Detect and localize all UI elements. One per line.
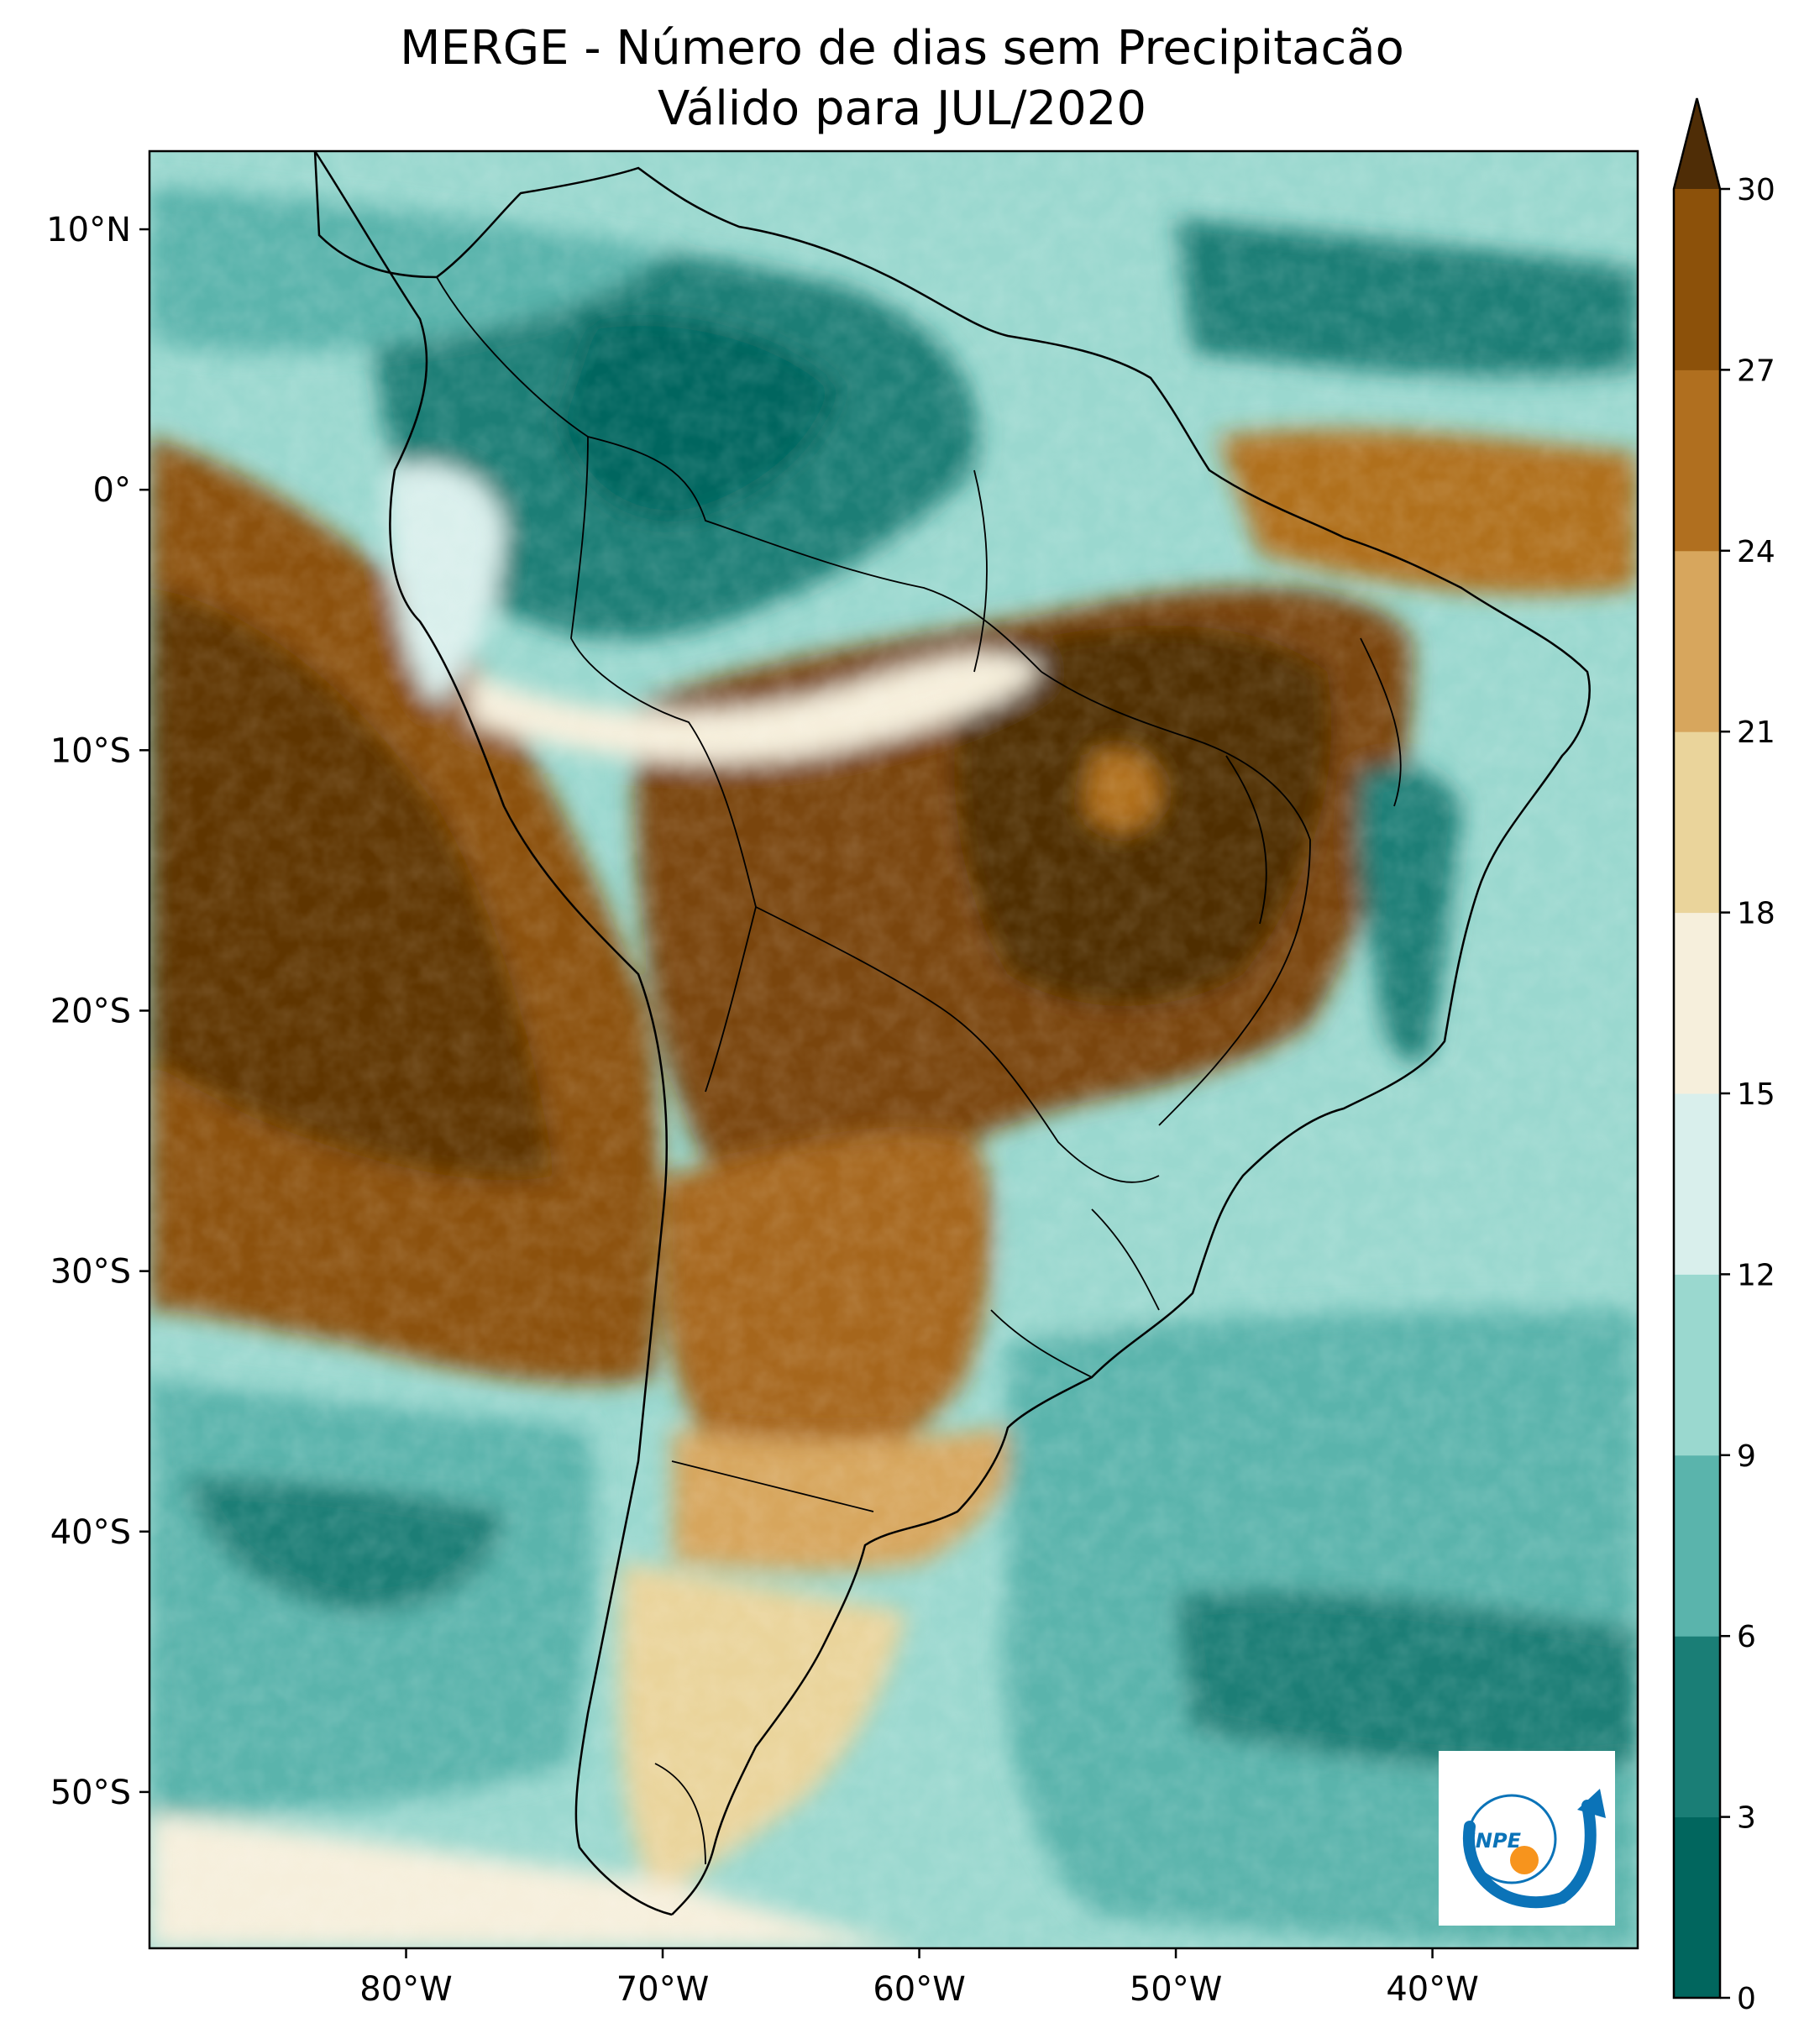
map-subtitle: Válido para JUL/2020 xyxy=(657,81,1147,136)
colorbar-tick-label: 9 xyxy=(1737,1439,1756,1474)
colorbar-segment xyxy=(1674,731,1720,914)
lat-tick-label: 10°S xyxy=(50,731,131,770)
lat-tick-label: 50°S xyxy=(50,1774,131,1812)
colorbar-segment xyxy=(1674,369,1720,552)
lat-tick-label: 30°S xyxy=(50,1253,131,1292)
coastline xyxy=(313,151,1591,1916)
latitude-axis: 10°N 0° 10°S 20°S 30°S 40°S 50°S xyxy=(46,211,149,1812)
lat-tick-label: 10°N xyxy=(46,211,131,249)
colorbar-tick-label: 30 xyxy=(1737,173,1775,207)
colorbar xyxy=(1672,97,1722,1999)
colorbar-tick-label: 18 xyxy=(1737,897,1775,931)
lon-tick-label: 50°W xyxy=(1130,1970,1222,2009)
colorbar-extend-max xyxy=(1674,98,1720,189)
map-title: MERGE - Número de dias sem Precipitacão xyxy=(400,21,1404,76)
colorbar-segment xyxy=(1674,1816,1720,1999)
lat-tick-label: 20°S xyxy=(50,992,131,1030)
longitude-axis: 80°W 70°W 60°W 50°W 40°W xyxy=(359,1948,1479,2009)
colorbar-ticks: 0 3 6 9 12 15 18 21 24 27 30 xyxy=(1720,173,1775,2016)
colorbar-segment xyxy=(1674,912,1720,1094)
colorbar-segment xyxy=(1674,550,1720,732)
map-frame xyxy=(148,149,1639,1950)
colorbar-tick-label: 0 xyxy=(1737,1982,1756,2016)
lon-tick-label: 70°W xyxy=(616,1970,709,2009)
colorbar-tick-label: 27 xyxy=(1737,354,1775,388)
logo-label: INPE xyxy=(1468,1829,1522,1853)
colorbar-segment xyxy=(1674,1454,1720,1637)
colorbar-segment xyxy=(1674,189,1720,370)
lon-tick-label: 40°W xyxy=(1386,1970,1478,2009)
colorbar-tick-label: 21 xyxy=(1737,715,1775,750)
inpe-logo: INPE xyxy=(1439,1751,1615,1926)
colorbar-segment xyxy=(1674,1093,1720,1275)
colorbar-tick-label: 3 xyxy=(1737,1801,1756,1836)
colorbar-tick-label: 24 xyxy=(1737,535,1775,569)
lon-tick-label: 60°W xyxy=(873,1970,965,2009)
colorbar-segment xyxy=(1674,1636,1720,1818)
political-borders xyxy=(436,276,1402,1865)
colorbar-outline xyxy=(1672,97,1722,1999)
colorbar-segment xyxy=(1674,1274,1720,1456)
lat-tick-label: 40°S xyxy=(50,1513,131,1552)
precipitation-field xyxy=(149,151,1638,1948)
lat-tick-label: 0° xyxy=(93,471,131,510)
colorbar-tick-label: 12 xyxy=(1737,1258,1775,1292)
lon-tick-label: 80°W xyxy=(359,1970,452,2009)
colorbar-tick-label: 6 xyxy=(1737,1620,1756,1654)
colorbar-tick-label: 15 xyxy=(1737,1077,1775,1112)
